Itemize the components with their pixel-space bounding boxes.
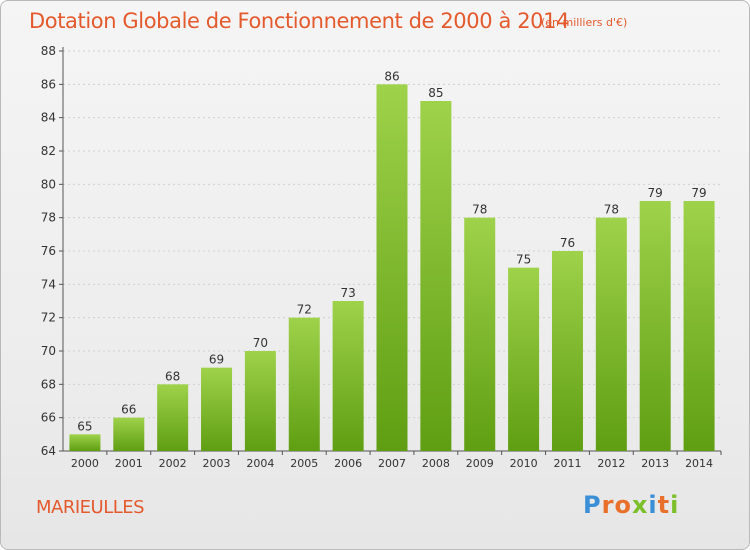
- y-tick-label: 80: [41, 177, 56, 191]
- x-tick-label: 2005: [290, 457, 318, 470]
- data-label: 78: [604, 203, 619, 217]
- x-tick-label: 2008: [422, 457, 450, 470]
- data-label: 66: [121, 403, 136, 417]
- bar: [639, 201, 671, 451]
- x-tick-label: 2004: [246, 457, 274, 470]
- y-tick-label: 88: [41, 44, 56, 58]
- logo-letter: o: [614, 491, 632, 519]
- data-label: 65: [77, 419, 92, 433]
- bar: [376, 84, 408, 451]
- bar: [244, 351, 276, 451]
- bar: [683, 201, 715, 451]
- y-tick-label: 70: [41, 344, 56, 358]
- y-tick-label: 84: [41, 111, 56, 125]
- bar: [69, 434, 101, 451]
- proxiti-logo: Proxiti: [583, 491, 679, 519]
- data-label: 69: [209, 353, 224, 367]
- y-tick-label: 86: [41, 77, 56, 91]
- data-label: 85: [428, 86, 443, 100]
- logo-letter: r: [601, 491, 615, 519]
- y-tick-label: 74: [41, 277, 56, 291]
- x-tick-label: 2002: [159, 457, 187, 470]
- x-tick-label: 2014: [685, 457, 713, 470]
- chart-subtitle: (en milliers d'€): [541, 16, 628, 29]
- x-tick-label: 2006: [334, 457, 362, 470]
- bar: [595, 217, 627, 451]
- bar: [464, 217, 496, 451]
- logo-letter: x: [631, 491, 649, 519]
- x-tick-label: 2003: [203, 457, 231, 470]
- data-label: 68: [165, 369, 180, 383]
- x-tick-label: 2009: [466, 457, 494, 470]
- y-tick-label: 72: [41, 311, 56, 325]
- y-tick-label: 68: [41, 377, 56, 391]
- bar: [157, 384, 189, 451]
- data-label: 86: [384, 69, 399, 83]
- y-tick-label: 76: [41, 244, 56, 258]
- y-tick-label: 66: [41, 411, 56, 425]
- data-label: 79: [648, 186, 663, 200]
- data-label: 70: [253, 336, 268, 350]
- y-tick-label: 78: [41, 211, 56, 225]
- y-tick-label: 64: [41, 444, 56, 458]
- x-tick-label: 2000: [71, 457, 99, 470]
- bar: [288, 317, 320, 451]
- data-label: 78: [472, 203, 487, 217]
- logo-letter: i: [670, 491, 680, 519]
- bar: [508, 267, 540, 451]
- x-tick-label: 2013: [641, 457, 669, 470]
- data-label: 76: [560, 236, 575, 250]
- data-label: 72: [297, 303, 312, 317]
- logo-letter: P: [583, 491, 602, 519]
- commune-name: MARIEULLES: [36, 497, 145, 518]
- x-tick-label: 2012: [597, 457, 625, 470]
- y-tick-label: 82: [41, 144, 56, 158]
- data-label: 79: [691, 186, 706, 200]
- bar: [420, 101, 452, 451]
- x-tick-label: 2011: [553, 457, 581, 470]
- x-tick-label: 2007: [378, 457, 406, 470]
- data-label: 75: [516, 253, 531, 267]
- logo-letter: t: [657, 491, 671, 519]
- bar: [113, 417, 145, 451]
- bar: [201, 367, 233, 451]
- logo-letter: i: [648, 491, 658, 519]
- x-tick-label: 2010: [510, 457, 538, 470]
- bar: [332, 301, 364, 451]
- x-tick-label: 2001: [115, 457, 143, 470]
- bar: [551, 251, 583, 451]
- data-label: 73: [340, 286, 355, 300]
- chart-title: Dotation Globale de Fonctionnement de 20…: [29, 9, 570, 33]
